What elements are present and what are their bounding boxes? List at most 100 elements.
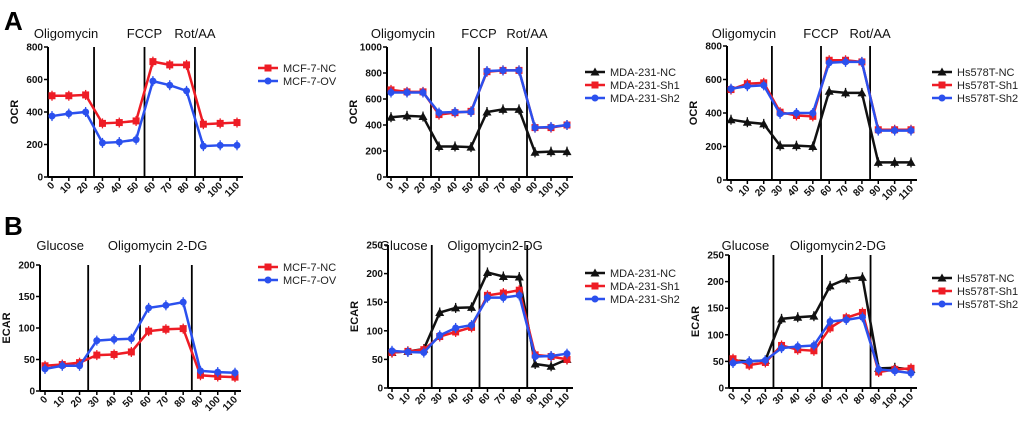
data-point — [216, 141, 224, 149]
x-tick-label: 30 — [428, 180, 444, 196]
treatment-label: Oligomycin — [790, 238, 854, 253]
data-point — [402, 111, 412, 120]
y-tick-label: 0 — [377, 384, 383, 395]
data-point — [825, 59, 833, 67]
legend-label: MCF-7-NC — [283, 63, 336, 75]
series-MCF-7-NC — [48, 56, 241, 130]
data-point — [149, 77, 157, 85]
data-point — [216, 119, 224, 127]
y-tick-label: 250 — [707, 251, 724, 262]
data-point — [418, 112, 428, 121]
legend-item: MDA-231-Sh1 — [585, 80, 680, 92]
x-tick-label: 0 — [724, 183, 736, 195]
x-tick-label: 0 — [384, 180, 396, 192]
legend-label: MDA-231-Sh1 — [610, 80, 680, 92]
data-point — [890, 157, 900, 166]
data-point — [76, 362, 84, 370]
data-point — [93, 351, 101, 359]
series-Hs578T-Sh2 — [729, 312, 915, 379]
y-axis-label: OCR — [688, 101, 700, 126]
data-point — [546, 361, 556, 370]
treatment-label: Oligomycin — [371, 26, 435, 41]
legend-item: MCF-7-OV — [258, 275, 337, 287]
legend-item: Hs578T-Sh2 — [932, 93, 1018, 105]
data-point — [82, 108, 90, 116]
x-tick-label: 30 — [429, 391, 445, 407]
data-point — [499, 66, 507, 74]
data-point — [132, 136, 140, 144]
x-tick-label: 70 — [836, 391, 852, 407]
legend-marker — [938, 287, 946, 295]
y-tick-label: 600 — [26, 75, 43, 86]
legend-label: Hs578T-NC — [957, 67, 1015, 79]
x-tick-label: 70 — [493, 391, 509, 407]
data-point — [166, 81, 174, 89]
data-point — [127, 335, 135, 343]
legend-marker — [938, 94, 946, 102]
series-MDA-231-Sh2 — [388, 290, 571, 362]
data-point — [547, 352, 555, 360]
y-axis-label: OCR — [9, 100, 21, 125]
x-tick-label: 20 — [69, 394, 85, 410]
y-tick-label: 100 — [366, 326, 383, 337]
x-tick-label: 50 — [460, 180, 476, 196]
treatment-label: 2-DG — [176, 238, 207, 253]
data-point — [199, 120, 207, 128]
treatment-label: 2-DG — [855, 238, 886, 253]
x-tick-label: 0 — [38, 394, 50, 406]
data-point — [726, 115, 736, 124]
x-tick-label: 80 — [509, 391, 525, 407]
data-point — [482, 267, 492, 276]
data-point — [809, 109, 817, 117]
x-tick-label: 10 — [397, 391, 413, 407]
data-point — [233, 119, 241, 127]
data-point — [93, 337, 101, 345]
y-axis-label: ECAR — [690, 306, 702, 337]
treatment-label: Glucose — [722, 238, 770, 253]
legend-label: Hs578T-Sh1 — [957, 80, 1018, 92]
data-point — [98, 119, 106, 127]
data-point — [793, 312, 803, 321]
legend-item: Hs578T-NC — [932, 273, 1015, 285]
legend-label: Hs578T-NC — [957, 273, 1015, 285]
data-point — [907, 127, 915, 135]
data-point — [515, 286, 523, 294]
y-tick-label: 0 — [718, 384, 724, 395]
data-point — [841, 274, 851, 283]
legend-marker — [590, 67, 600, 76]
data-point — [58, 362, 66, 370]
data-point — [530, 147, 540, 156]
data-point — [792, 109, 800, 117]
y-tick-label: 800 — [26, 43, 43, 54]
data-point — [41, 365, 49, 373]
data-point — [179, 298, 187, 306]
y-tick-label: 800 — [365, 69, 382, 80]
legend-label: MDA-231-Sh1 — [610, 281, 680, 293]
data-point — [162, 325, 170, 333]
x-tick-label: 80 — [852, 391, 868, 407]
data-point — [65, 92, 73, 100]
data-point — [547, 123, 555, 131]
data-point — [145, 327, 153, 335]
data-point — [435, 307, 445, 316]
data-point — [857, 272, 867, 281]
treatment-label: Oligomycin — [108, 238, 172, 253]
legend-label: MDA-231-NC — [610, 67, 676, 79]
data-point — [563, 355, 571, 363]
legend-item: Hs578T-NC — [932, 67, 1015, 79]
y-tick-label: 400 — [26, 108, 43, 119]
x-tick-label: 60 — [819, 183, 835, 199]
data-point — [826, 318, 834, 325]
treatment-label: FCCP — [803, 26, 838, 41]
x-tick-label: 20 — [753, 183, 769, 199]
y-tick-label: 600 — [365, 95, 382, 106]
x-tick-label: 70 — [492, 180, 508, 196]
data-point — [199, 142, 207, 150]
data-point — [531, 353, 539, 361]
legend-item: MCF-7-NC — [258, 262, 336, 274]
treatment-label: Oligomycin — [712, 26, 776, 41]
data-point — [115, 119, 123, 127]
legend-item: MDA-231-Sh1 — [585, 281, 680, 293]
